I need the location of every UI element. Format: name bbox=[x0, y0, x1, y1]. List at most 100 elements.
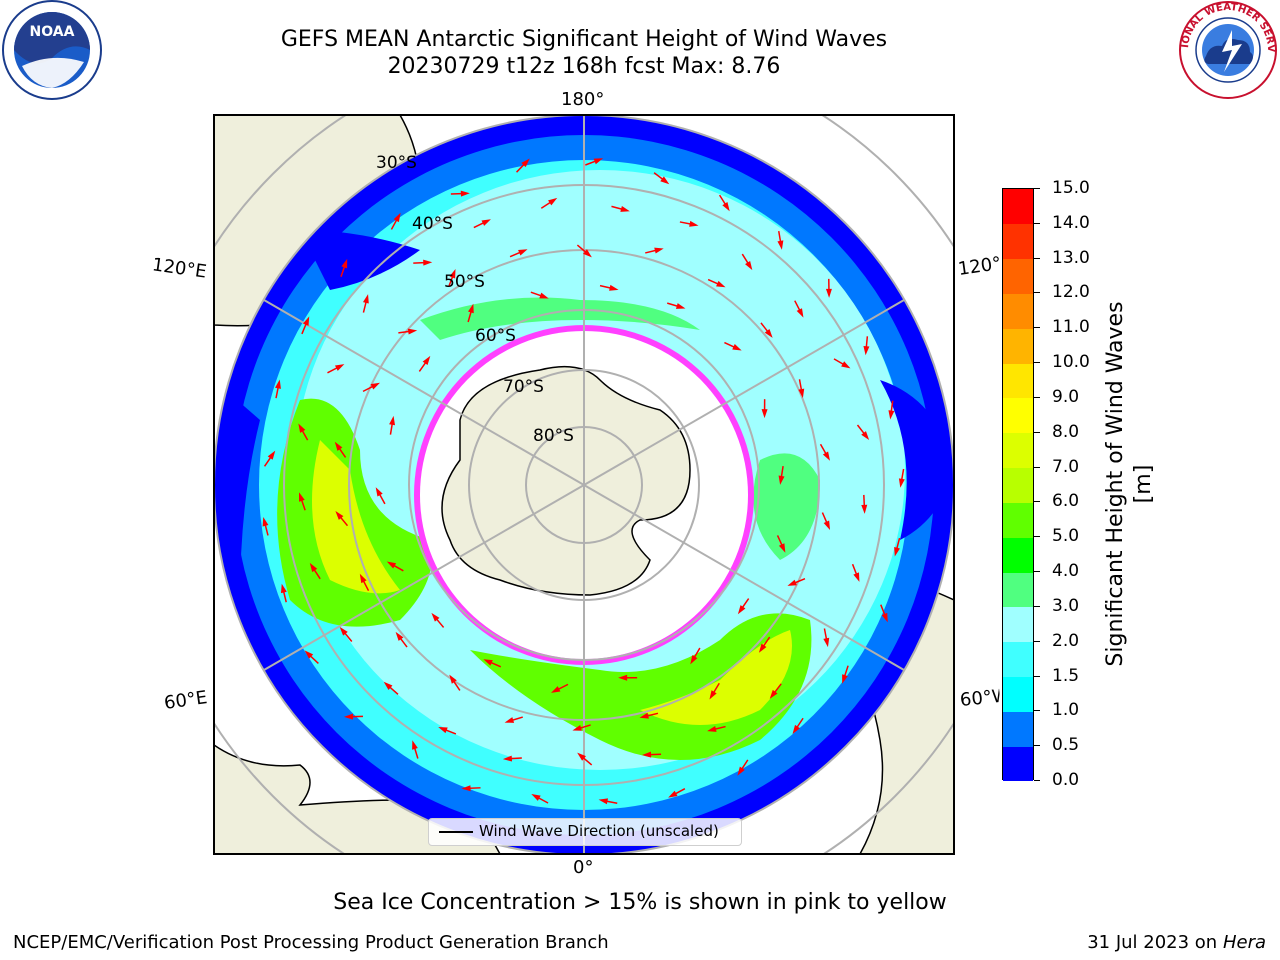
wind-wave-arrowhead bbox=[438, 726, 448, 734]
wind-wave-arrowhead bbox=[881, 612, 888, 623]
wind-wave-arrowhead bbox=[481, 219, 491, 226]
wind-wave-arrowhead bbox=[298, 423, 306, 433]
wind-wave-arrowhead bbox=[660, 176, 670, 185]
wind-wave-arrowhead bbox=[412, 740, 418, 750]
colorbar-tick bbox=[1034, 431, 1040, 433]
colorbar-tick bbox=[1034, 292, 1040, 294]
colorbar-segment bbox=[1003, 258, 1033, 294]
wind-wave-arrowhead bbox=[618, 674, 628, 681]
legend-label: Wind Wave Direction (unscaled) bbox=[479, 822, 719, 840]
lat-label-30: 30°S bbox=[376, 153, 417, 173]
wind-wave-arrowhead bbox=[423, 259, 433, 266]
colorbar-segment bbox=[1003, 711, 1033, 747]
lon-label-180: 180° bbox=[561, 89, 605, 110]
wind-wave-arrowhead bbox=[654, 247, 664, 254]
wind-wave-arrowhead bbox=[386, 561, 397, 569]
lat-label-70: 70°S bbox=[503, 377, 544, 397]
footer-machine: Hera bbox=[1222, 932, 1266, 953]
wind-wave-arrowhead bbox=[639, 712, 649, 719]
wind-wave-arrowhead bbox=[778, 475, 785, 485]
lon-label-60w: 60°W bbox=[959, 685, 1001, 712]
wind-wave-arrowhead bbox=[823, 637, 830, 648]
wind-wave-arrowhead bbox=[339, 626, 348, 636]
colorbar-tick bbox=[1034, 396, 1040, 398]
colorbar-segment bbox=[1003, 293, 1033, 329]
wind-wave-arrowhead bbox=[787, 579, 797, 586]
footer-date: 31 Jul 2023 on Hera bbox=[1087, 932, 1266, 953]
wind-wave-arrowhead bbox=[778, 543, 786, 553]
colorbar-tick bbox=[1034, 327, 1040, 329]
lat-label-50: 50°S bbox=[444, 272, 485, 292]
wind-wave-arrowhead bbox=[383, 681, 393, 690]
colorbar-segment bbox=[1003, 189, 1033, 225]
colorbar-tick bbox=[1034, 536, 1040, 538]
wind-wave-arrowhead bbox=[598, 798, 609, 805]
wind-wave-arrowhead bbox=[309, 562, 318, 573]
wind-wave-arrowhead bbox=[334, 364, 345, 371]
colorbar-tick bbox=[1034, 571, 1040, 573]
lat-label-60: 60°S bbox=[475, 326, 516, 346]
colorbar-segment bbox=[1003, 397, 1033, 434]
wind-wave-arrowhead bbox=[461, 785, 471, 792]
wind-wave-arrowhead bbox=[280, 583, 287, 594]
wind-wave-arrowhead bbox=[716, 280, 726, 288]
wind-wave-arrowhead bbox=[422, 355, 431, 366]
colorbar-tick-label: 13.0 bbox=[1052, 247, 1090, 268]
wind-wave-arrowhead bbox=[894, 547, 900, 557]
wind-wave-arrowhead bbox=[551, 686, 561, 693]
colorbar-tick-label: 0.5 bbox=[1052, 735, 1080, 756]
footer-date-text: 31 Jul 2023 on bbox=[1087, 932, 1218, 953]
colorbar-tick-label: 9.0 bbox=[1052, 386, 1080, 407]
nws-logo: NATIONAL WEATHER SERVICE bbox=[1176, 0, 1277, 99]
footer-credit: NCEP/EMC/Verification Post Processing Pr… bbox=[13, 932, 609, 953]
wind-wave-arrowhead bbox=[335, 511, 344, 520]
wind-wave-arrowhead bbox=[548, 197, 558, 206]
colorbar-tick-label: 2.0 bbox=[1052, 630, 1080, 651]
colorbar-tick bbox=[1034, 466, 1040, 468]
colorbar-segment bbox=[1003, 676, 1033, 712]
colorbar-tick-label: 5.0 bbox=[1052, 526, 1080, 547]
wind-wave-arrowhead bbox=[769, 689, 778, 699]
wind-wave-arrowhead bbox=[593, 158, 604, 165]
colorbar-tick bbox=[1034, 640, 1040, 642]
wind-wave-arrowhead bbox=[521, 158, 530, 168]
colorbar-tick bbox=[1034, 780, 1040, 781]
wind-wave-arrowhead bbox=[304, 650, 314, 659]
colorbar-tick-label: 0.0 bbox=[1052, 770, 1080, 790]
wind-wave-arrowhead bbox=[764, 328, 773, 338]
wind-wave-arrowhead bbox=[888, 410, 895, 420]
colorbar-segment bbox=[1003, 328, 1033, 364]
colorbar-tick-label: 4.0 bbox=[1052, 561, 1080, 582]
colorbar-tick bbox=[1034, 362, 1040, 364]
wind-wave-arrowhead bbox=[737, 605, 746, 615]
wind-wave-arrowhead bbox=[449, 674, 457, 684]
colorbar-segment bbox=[1003, 641, 1033, 678]
wind-wave-arrowhead bbox=[539, 292, 549, 299]
chart-title: GEFS MEAN Antarctic Significant Height o… bbox=[280, 27, 888, 52]
wind-wave-arrowhead bbox=[393, 212, 401, 223]
wind-wave-arrowhead bbox=[792, 724, 801, 735]
wind-wave-arrowhead bbox=[460, 190, 470, 197]
wind-wave-arrowhead bbox=[298, 492, 305, 502]
noaa-logo: NOAA bbox=[2, 0, 102, 100]
wind-wave-arrows bbox=[262, 158, 905, 805]
wind-wave-arrowhead bbox=[262, 517, 269, 527]
colorbar-segment bbox=[1003, 746, 1033, 782]
wind-wave-arrowhead bbox=[822, 451, 830, 461]
wind-wave-arrowhead bbox=[620, 206, 630, 212]
wind-wave-arrowhead bbox=[267, 450, 276, 460]
colorbar-segment bbox=[1003, 467, 1033, 503]
colorbar-tick bbox=[1034, 745, 1040, 747]
wind-wave-arrowhead bbox=[609, 284, 619, 291]
wind-wave-arrowhead bbox=[359, 573, 367, 584]
wind-wave-arrowhead bbox=[823, 520, 831, 530]
wind-wave-arrowhead bbox=[642, 751, 652, 758]
wind-wave-arrowhead bbox=[370, 382, 380, 390]
colorbar-tick-label: 8.0 bbox=[1052, 421, 1080, 442]
wind-wave-arrowhead bbox=[690, 655, 698, 665]
colorbar-tick-label: 15.0 bbox=[1052, 178, 1090, 198]
colorbar-tick bbox=[1034, 188, 1040, 189]
colorbar-tick-label: 6.0 bbox=[1052, 491, 1080, 512]
wind-wave-arrowhead bbox=[842, 674, 848, 684]
